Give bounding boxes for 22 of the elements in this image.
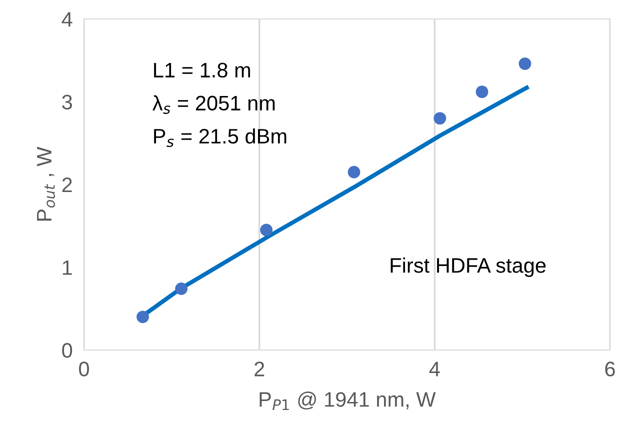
annotation: First HDFA stage (390, 258, 546, 277)
x-tick-label: 0 (79, 362, 89, 376)
y-tick-label: 2 (62, 178, 72, 192)
y-tick-label: 3 (62, 94, 72, 110)
point (348, 166, 360, 178)
x-tick-label: 4 (429, 362, 440, 376)
annotation: P$_{s}$ = 21.5 dBm (154, 128, 286, 148)
annotation: λ$_{s}$ = 2051 nm (152, 95, 275, 114)
point (434, 112, 446, 125)
point (136, 310, 149, 324)
y-axis-title: P$_{out}$ , W (37, 146, 56, 221)
x-axis-title: P$_{P1}$ @ 1941 nm, W (260, 392, 436, 410)
point (260, 224, 273, 236)
y-tick-label: 4 (62, 12, 72, 27)
x-tick-label: 6 (605, 362, 615, 376)
point (175, 282, 188, 295)
annotation: L1 = 1.8 m (154, 62, 250, 78)
y-tick-label: 1 (62, 260, 72, 275)
y-tick-label: 0 (62, 343, 72, 358)
point (518, 57, 532, 70)
x-tick-label: 2 (254, 362, 264, 376)
point (476, 86, 488, 98)
